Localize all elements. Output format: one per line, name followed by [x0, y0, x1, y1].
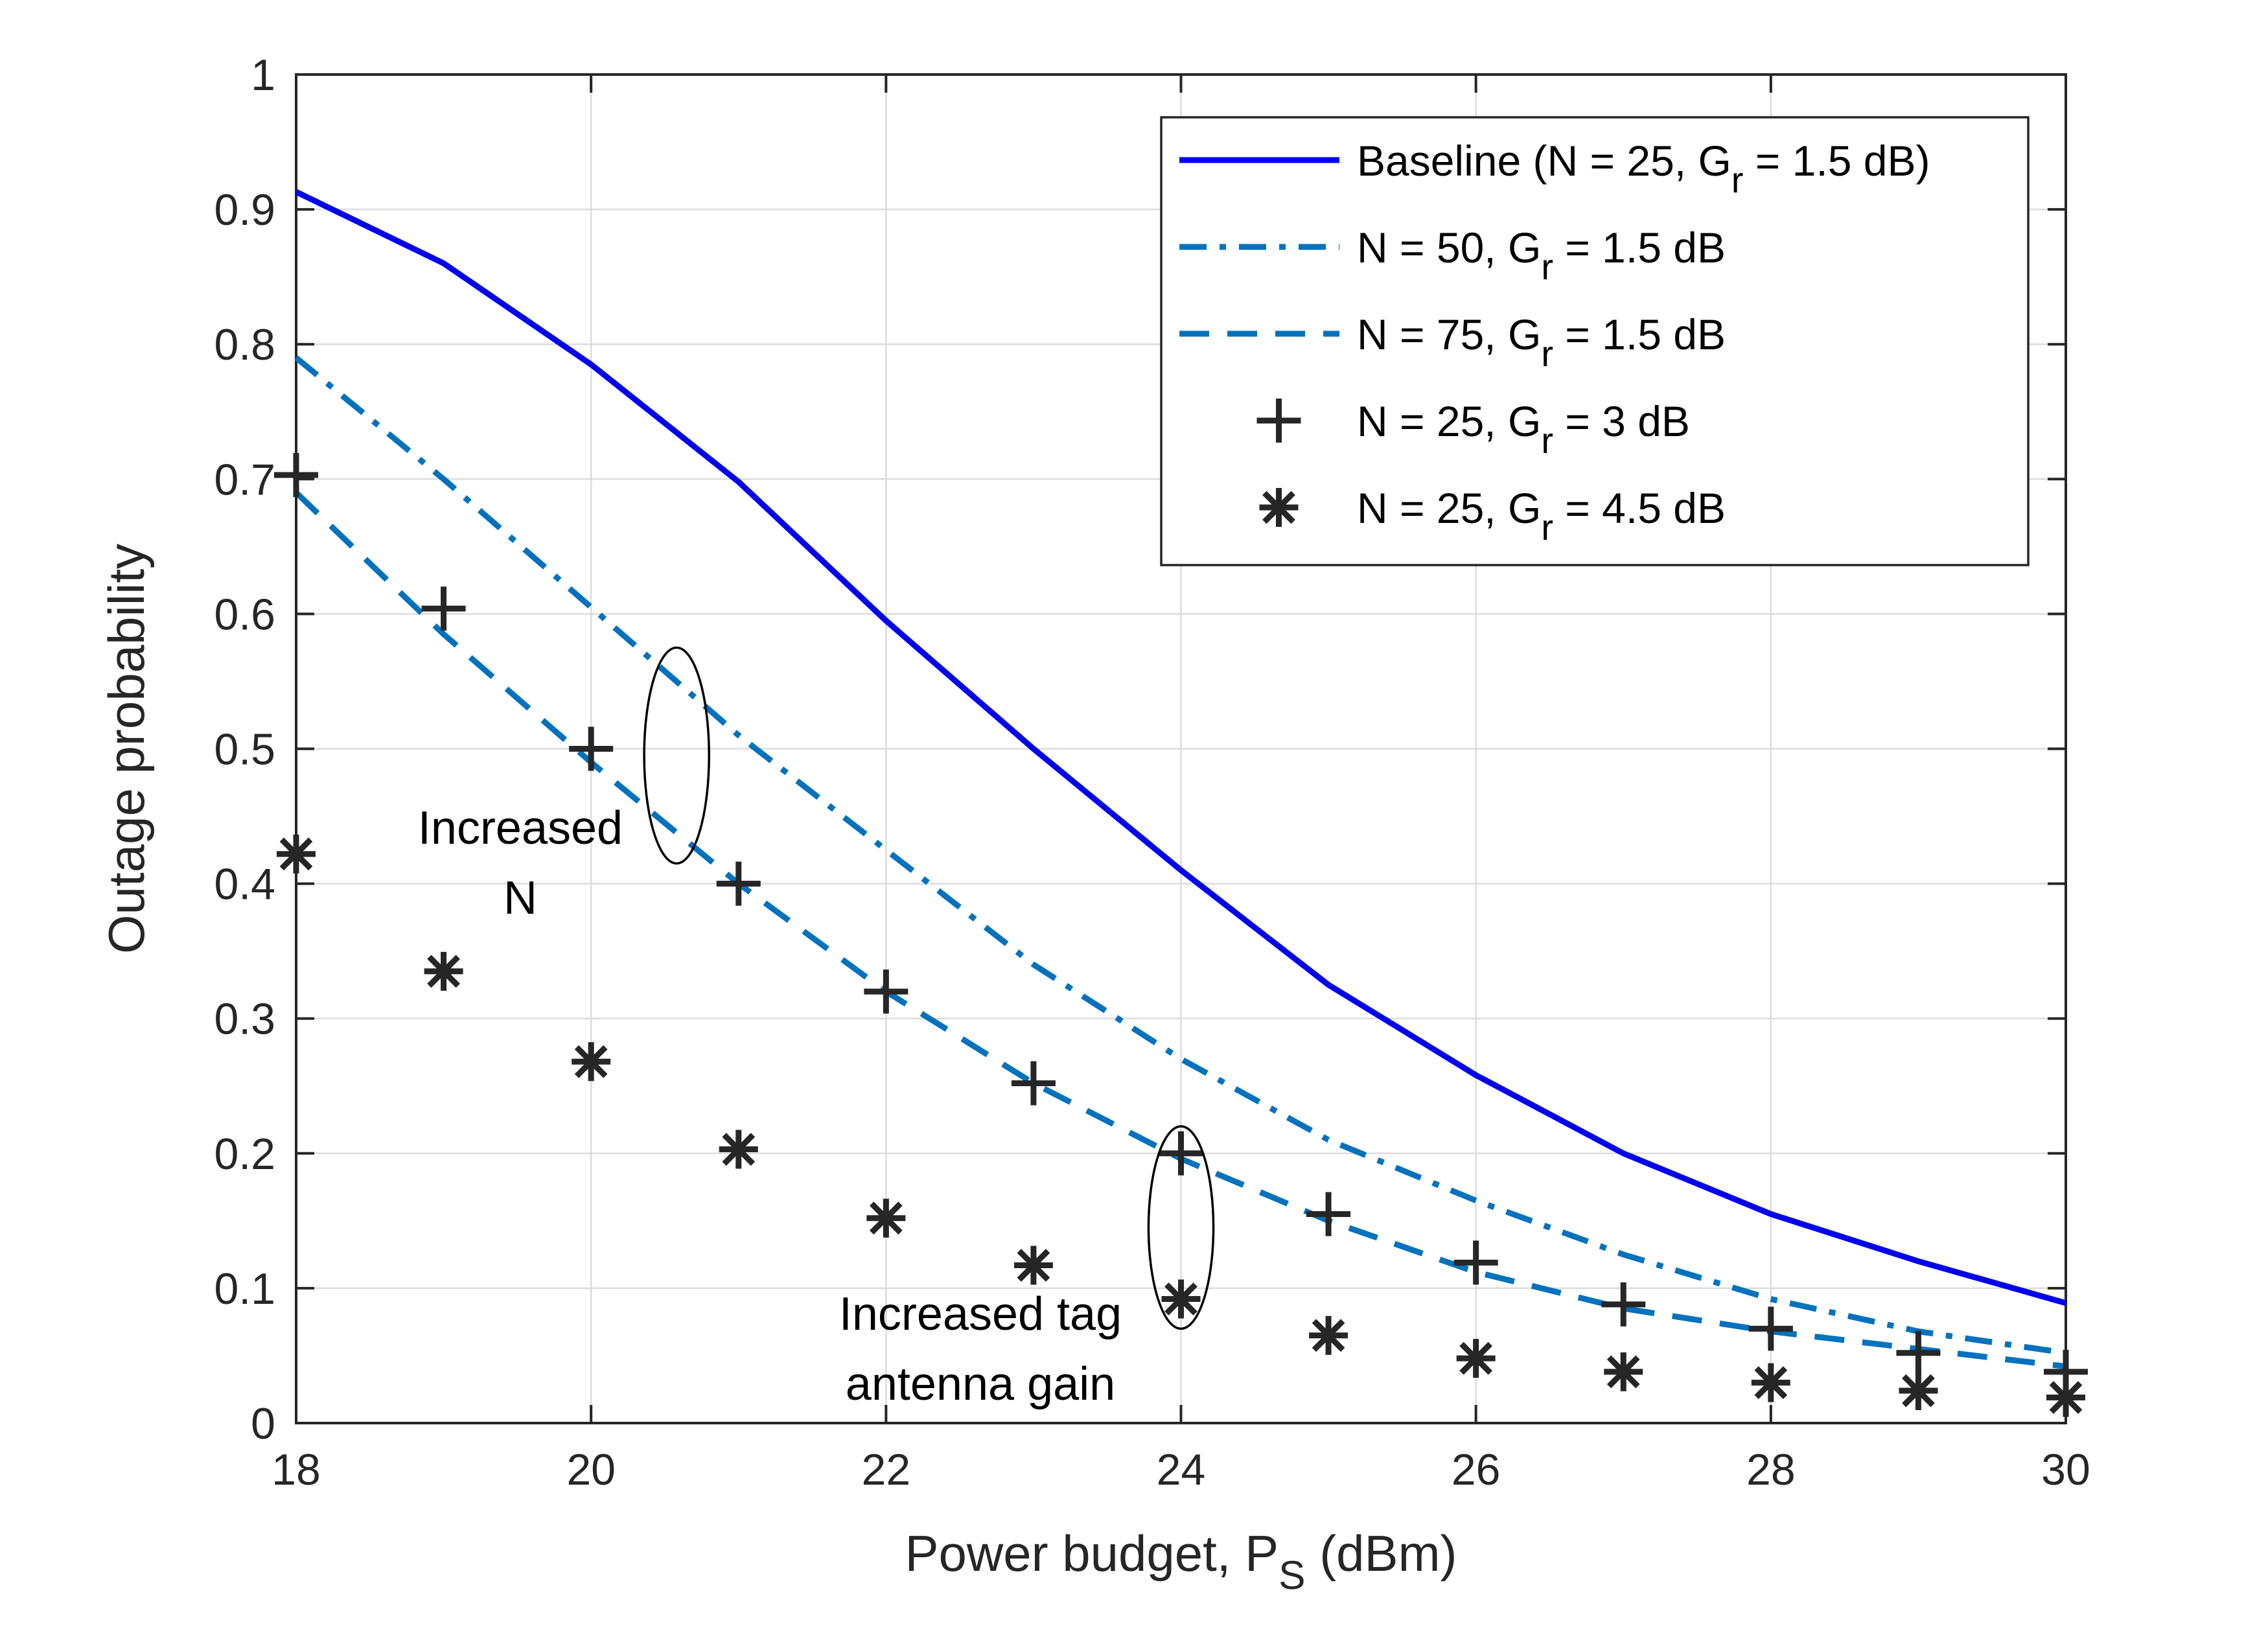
data-point-plus: [1306, 1192, 1351, 1236]
data-point-asterisk: [1161, 1279, 1201, 1319]
data-series: [274, 189, 2088, 1417]
y-tick-label: 0.5: [214, 725, 275, 774]
annotations: Increased N Increased tag antenna gain: [418, 646, 1215, 1410]
legend-entry-2: N = 50, Gr = 1.5 dB: [1179, 224, 1726, 287]
series-2-line: [294, 355, 2066, 1356]
data-point-asterisk: [1013, 1246, 1053, 1285]
x-tick-label: 30: [2041, 1445, 2090, 1494]
data-point-asterisk: [572, 1042, 611, 1082]
series-4-markers: [274, 453, 2088, 1394]
x-axis-label: Power budget, PS (dBm): [905, 1525, 1457, 1598]
data-point-plus: [1453, 1240, 1498, 1285]
data-point-plus: [716, 861, 761, 906]
legend-label: N = 50, Gr = 1.5 dB: [1357, 224, 1726, 287]
annotation-1: Increased N: [418, 646, 710, 924]
annotation-2: Increased tag antenna gain: [839, 1125, 1215, 1410]
x-tick-label: 28: [1746, 1445, 1796, 1494]
annotation-text: Increased: [418, 802, 623, 854]
axis-ticks: 18 20 22 24 26 28 30 0 0.1 0.2 0.3 0.4 0.5 0.6 0.7 0.8 0…: [214, 51, 2090, 1494]
y-tick-label: 1: [251, 51, 275, 100]
x-tick-label: 18: [272, 1445, 321, 1494]
data-point-asterisk: [866, 1198, 906, 1238]
data-point-plus: [1159, 1131, 1203, 1176]
legend-label: N = 25, Gr = 4.5 dB: [1357, 484, 1726, 548]
data-point-plus: [569, 726, 614, 771]
x-tick-label: 26: [1452, 1445, 1501, 1494]
y-tick-label: 0.6: [214, 590, 275, 639]
legend-label: Baseline (N = 25, Gr = 1.5 dB): [1357, 137, 1930, 200]
annotation-ellipse: [643, 646, 710, 865]
data-point-asterisk: [1604, 1352, 1643, 1391]
x-tick-label: 22: [862, 1445, 911, 1494]
data-point-asterisk: [1751, 1363, 1790, 1402]
data-point-asterisk: [277, 834, 316, 874]
series-1-line: [295, 189, 2067, 1306]
x-tick-label: 20: [566, 1445, 616, 1494]
legend-entry-1: Baseline (N = 25, Gr = 1.5 dB): [1179, 137, 1930, 200]
data-point-plus: [1601, 1282, 1646, 1327]
annotation-text: N: [503, 872, 537, 924]
y-tick-label: 0.7: [214, 455, 275, 504]
legend-label: N = 75, Gr = 1.5 dB: [1357, 310, 1726, 374]
legend-label: N = 25, Gr = 3 dB: [1357, 397, 1690, 461]
y-tick-label: 0.1: [214, 1264, 275, 1314]
y-tick-label: 0.9: [214, 185, 275, 235]
data-point-asterisk: [424, 951, 463, 991]
y-tick-label: 0.4: [214, 860, 275, 909]
y-tick-label: 0.2: [214, 1130, 275, 1179]
legend-entry-3: N = 75, Gr = 1.5 dB: [1179, 310, 1726, 374]
legend-entry-4: N = 25, Gr = 3 dB: [1256, 397, 1690, 461]
legend-entry-5: N = 25, Gr = 4.5 dB: [1259, 484, 1726, 548]
data-point-asterisk: [719, 1130, 758, 1169]
data-point-asterisk: [1456, 1339, 1496, 1378]
legend: Baseline (N = 25, Gr = 1.5 dB) N = 50, Gr…: [1160, 116, 2030, 566]
legend-symbol-asterisk: [1259, 488, 1299, 527]
data-point-plus: [864, 969, 908, 1014]
data-point-plus: [1896, 1330, 1941, 1375]
data-point-plus: [421, 586, 466, 631]
y-tick-label: 0.3: [214, 995, 275, 1044]
data-point-plus: [1011, 1061, 1056, 1106]
data-point-plus: [1748, 1306, 1793, 1351]
data-point-asterisk: [1899, 1371, 1938, 1411]
y-tick-label: 0: [251, 1399, 275, 1448]
annotation-ellipse: [1147, 1125, 1215, 1330]
y-axis-label: Outage probability: [98, 544, 155, 954]
annotation-text: antenna gain: [846, 1358, 1115, 1410]
data-point-asterisk: [1309, 1316, 1348, 1355]
series-5-markers: [277, 834, 2085, 1417]
legend-symbol-plus: [1256, 399, 1301, 443]
legend-box: [1160, 116, 2030, 566]
x-tick-label: 24: [1157, 1445, 1206, 1494]
annotation-text: Increased tag: [839, 1288, 1122, 1340]
data-point-asterisk: [2046, 1378, 2085, 1417]
y-tick-label: 0.8: [214, 320, 275, 369]
data-point-plus: [274, 453, 318, 498]
